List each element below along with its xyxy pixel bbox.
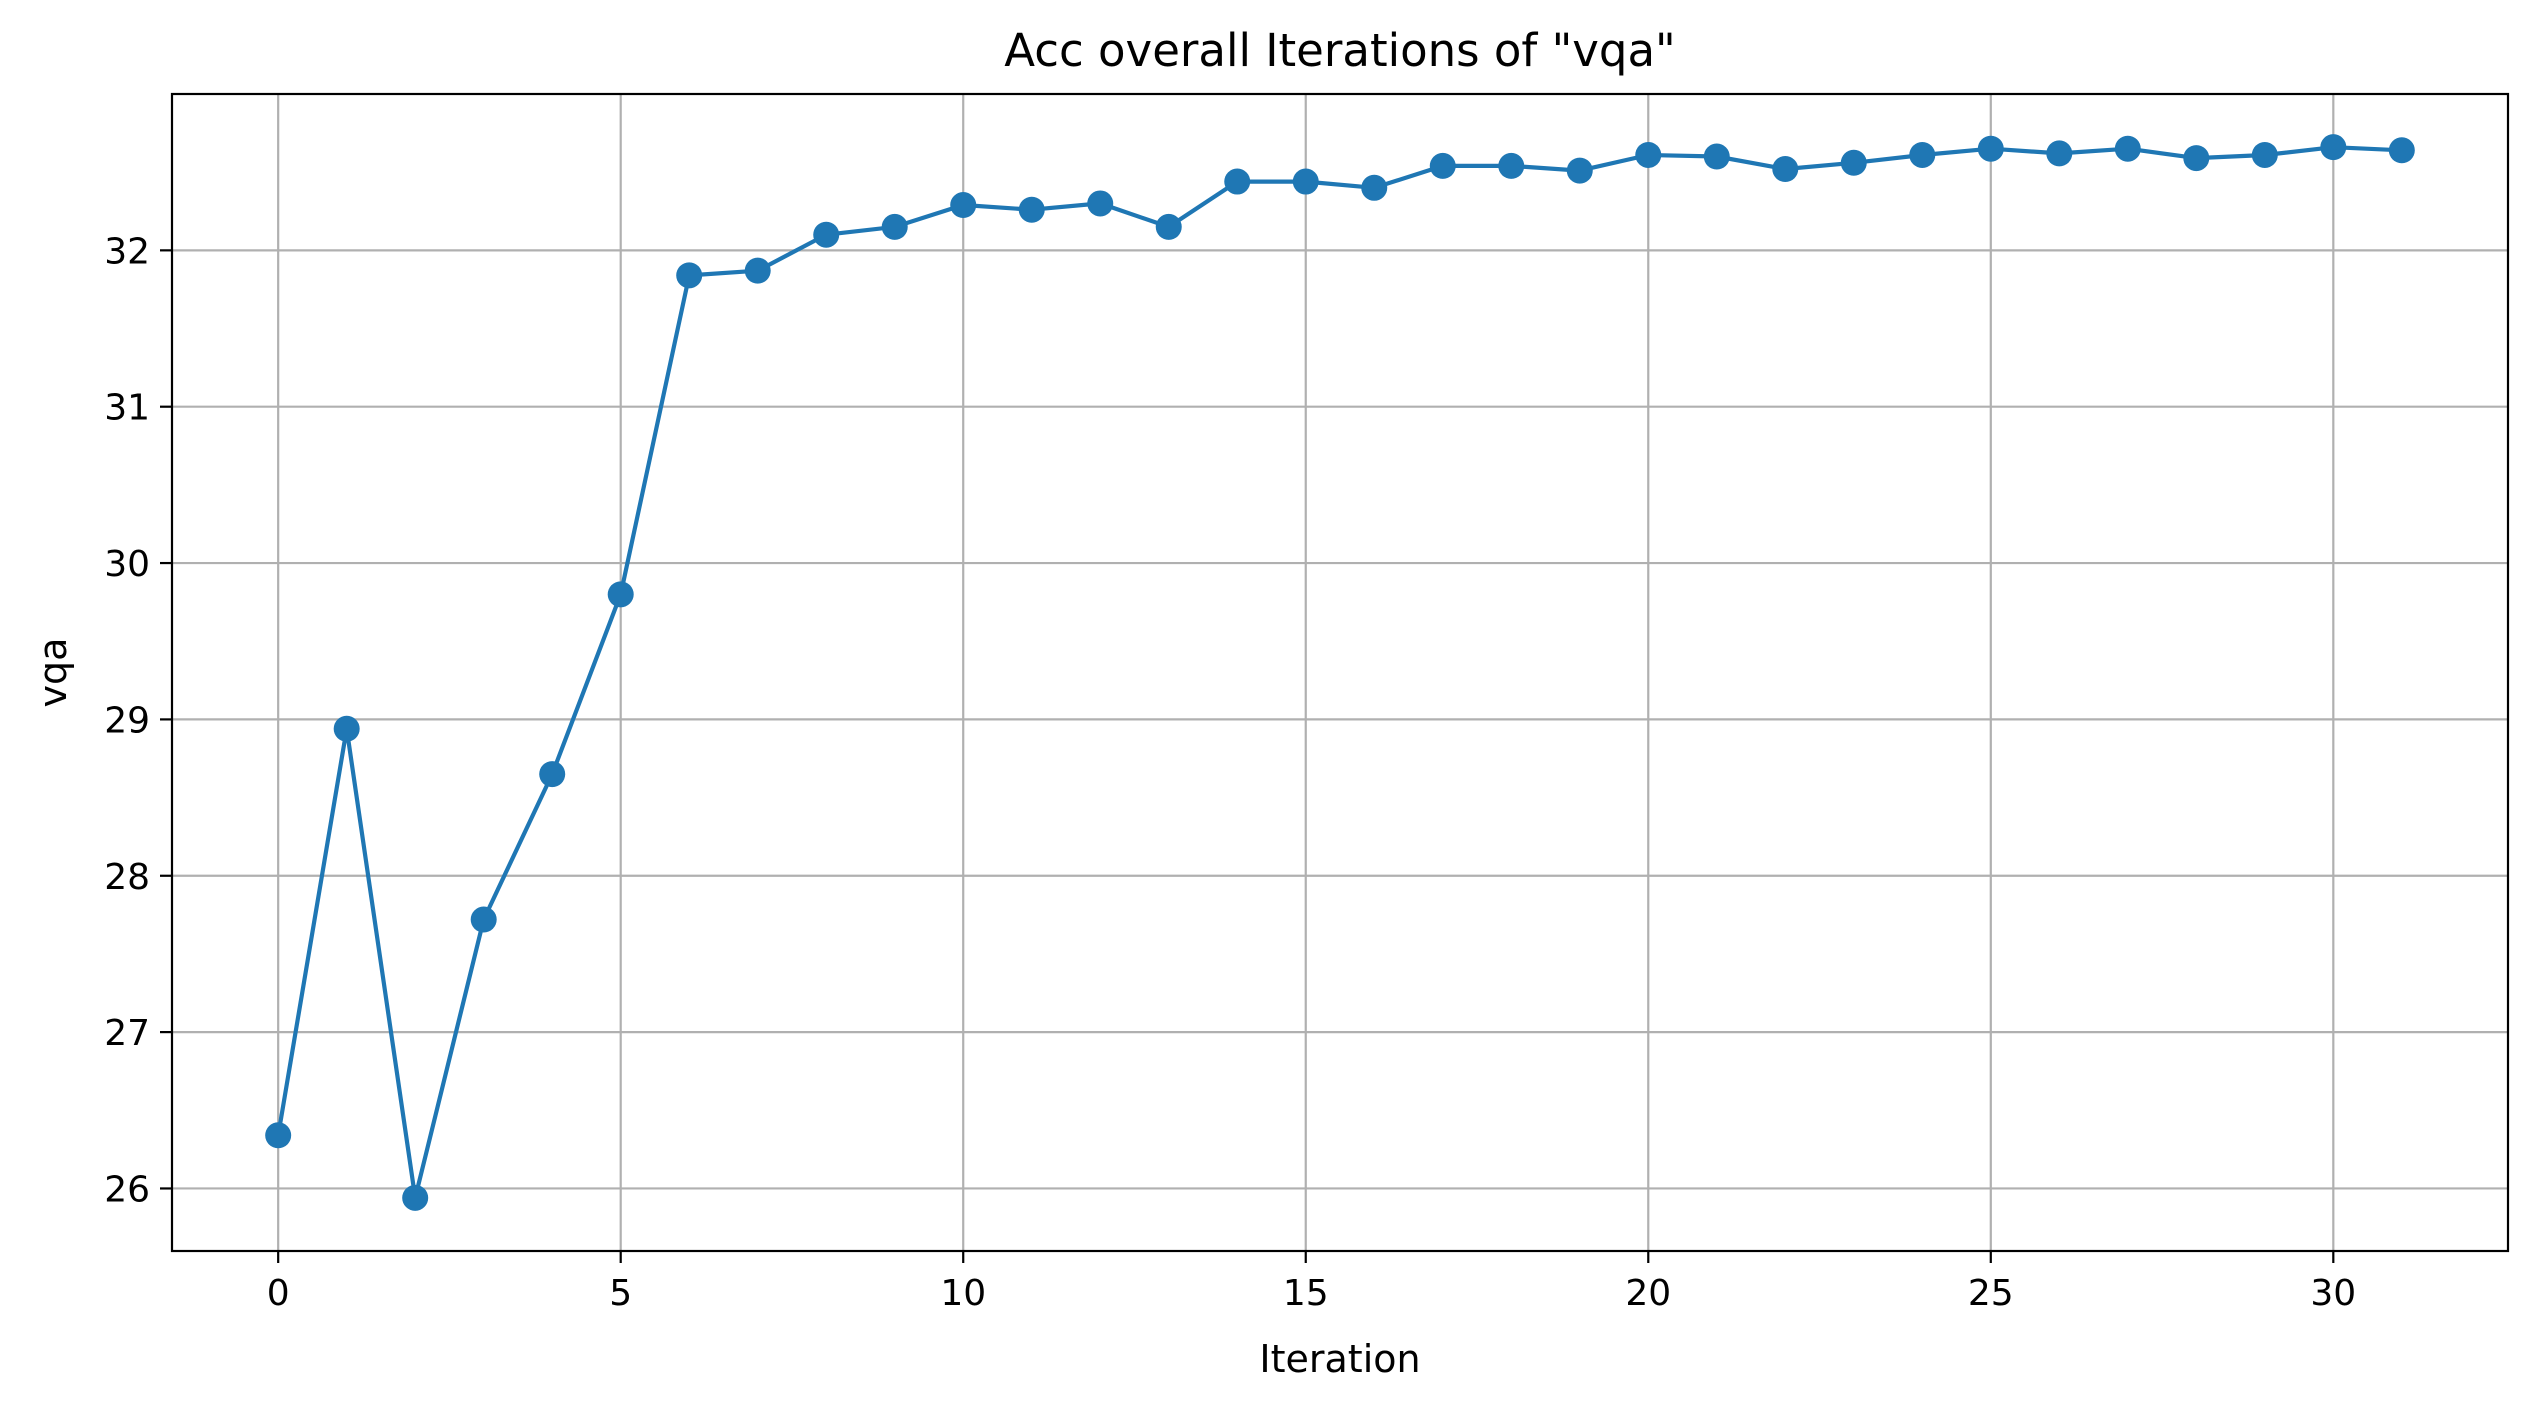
y-tick-label: 29 — [104, 700, 150, 741]
chart-title: Acc overall Iterations of "vqa" — [1004, 24, 1675, 77]
data-point — [676, 262, 703, 289]
y-tick-label: 26 — [104, 1169, 150, 1210]
data-point — [1429, 152, 1456, 179]
grid-layer — [172, 94, 2508, 1251]
x-tick-label: 5 — [609, 1273, 632, 1314]
data-point — [1018, 196, 1045, 223]
data-point — [539, 761, 566, 788]
x-tick-label: 25 — [1968, 1273, 2014, 1314]
data-point — [1977, 135, 2004, 162]
data-point — [1909, 141, 1936, 168]
data-point — [881, 213, 908, 240]
data-point — [950, 192, 977, 219]
data-point — [2251, 141, 2278, 168]
data-point — [470, 906, 497, 933]
x-tick-label: 10 — [940, 1273, 986, 1314]
data-point — [402, 1184, 429, 1211]
data-point — [1635, 141, 1662, 168]
data-point — [1361, 174, 1388, 201]
data-point — [2114, 135, 2141, 162]
data-point — [2046, 140, 2073, 167]
data-point — [1703, 143, 1730, 170]
axes-frame — [170, 92, 2510, 1253]
data-point — [744, 257, 771, 284]
data-point — [1155, 213, 1182, 240]
data-point — [2388, 137, 2415, 164]
x-tick-label: 15 — [1283, 1273, 1329, 1314]
y-tick-label: 30 — [104, 544, 150, 585]
data-point — [1840, 149, 1867, 176]
x-tick-label: 20 — [1625, 1273, 1671, 1314]
data-point — [1566, 157, 1593, 184]
data-point — [607, 581, 634, 608]
data-point — [265, 1122, 292, 1149]
data-point — [1292, 168, 1319, 195]
x-tick-label: 0 — [267, 1273, 290, 1314]
data-point — [333, 715, 360, 742]
data-point — [1772, 156, 1799, 183]
series-line — [276, 145, 2402, 1200]
tick-layer: 0 5 10 15 20 25 30 26 27 28 29 30 31 32 — [104, 231, 2356, 1314]
y-tick-label: 27 — [104, 1013, 150, 1054]
data-point — [813, 221, 840, 248]
y-axis-label: vqa — [31, 638, 75, 708]
y-tick-label: 31 — [104, 388, 150, 429]
data-point — [1087, 190, 1114, 217]
data-point — [1498, 152, 1525, 179]
series-layer — [265, 134, 2415, 1211]
data-point — [2320, 134, 2347, 161]
y-tick-label: 28 — [104, 857, 150, 898]
x-axis-label: Iteration — [1259, 1337, 1420, 1381]
y-tick-label: 32 — [104, 231, 150, 272]
x-tick-label: 30 — [2310, 1273, 2356, 1314]
data-point — [1224, 168, 1251, 195]
data-point — [2183, 145, 2210, 172]
